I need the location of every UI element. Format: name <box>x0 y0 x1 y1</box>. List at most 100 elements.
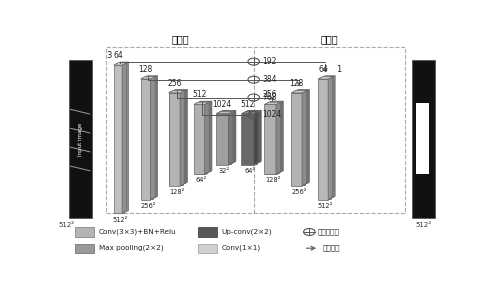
Polygon shape <box>153 76 157 199</box>
Polygon shape <box>255 111 260 164</box>
Polygon shape <box>256 110 260 164</box>
Polygon shape <box>197 101 212 104</box>
Polygon shape <box>171 89 188 92</box>
Polygon shape <box>292 90 307 92</box>
Polygon shape <box>266 104 278 173</box>
Bar <box>416 103 422 174</box>
Polygon shape <box>217 113 229 164</box>
Text: Input image: Input image <box>78 123 83 156</box>
Polygon shape <box>194 104 204 174</box>
Polygon shape <box>267 101 283 104</box>
Polygon shape <box>195 104 205 174</box>
Polygon shape <box>168 91 185 93</box>
Polygon shape <box>328 77 333 200</box>
Polygon shape <box>291 91 306 93</box>
Polygon shape <box>195 102 210 104</box>
Polygon shape <box>243 111 260 113</box>
Bar <box>198 227 217 237</box>
Polygon shape <box>169 90 186 92</box>
Polygon shape <box>196 104 206 173</box>
Text: 跨层级融合: 跨层级融合 <box>318 229 340 235</box>
Polygon shape <box>291 93 302 186</box>
Text: Output image: Output image <box>421 120 426 158</box>
Polygon shape <box>264 102 281 104</box>
Text: 512²: 512² <box>318 203 333 209</box>
Polygon shape <box>293 92 304 185</box>
Polygon shape <box>180 91 185 186</box>
Polygon shape <box>267 104 279 173</box>
Bar <box>423 103 429 174</box>
Text: 1: 1 <box>337 65 342 74</box>
Polygon shape <box>218 110 235 113</box>
Polygon shape <box>243 113 255 164</box>
Text: 128²: 128² <box>265 178 280 184</box>
Text: Max pooling(2×2): Max pooling(2×2) <box>99 245 164 251</box>
Polygon shape <box>292 92 303 185</box>
Polygon shape <box>277 102 282 174</box>
Polygon shape <box>197 104 207 173</box>
Polygon shape <box>115 62 129 64</box>
Polygon shape <box>182 90 187 185</box>
Text: 3: 3 <box>106 51 112 61</box>
Polygon shape <box>218 111 235 113</box>
Polygon shape <box>229 111 234 164</box>
Polygon shape <box>329 76 334 199</box>
Text: Conv(3×3)+BN+Relu: Conv(3×3)+BN+Relu <box>99 229 177 235</box>
Polygon shape <box>219 113 231 164</box>
Bar <box>69 61 92 218</box>
Text: 跳跃连接: 跳跃连接 <box>323 245 340 252</box>
Polygon shape <box>170 92 182 185</box>
Text: 512²: 512² <box>415 222 431 228</box>
Polygon shape <box>205 102 210 174</box>
Text: 128: 128 <box>139 65 152 74</box>
Polygon shape <box>141 79 150 200</box>
Polygon shape <box>143 76 157 78</box>
Polygon shape <box>207 101 212 173</box>
Polygon shape <box>142 76 156 79</box>
Polygon shape <box>219 110 236 113</box>
Polygon shape <box>318 77 333 79</box>
Bar <box>75 227 95 237</box>
Text: 64²: 64² <box>244 168 255 174</box>
Polygon shape <box>303 90 307 185</box>
Polygon shape <box>152 76 156 199</box>
Polygon shape <box>265 104 277 174</box>
Polygon shape <box>196 101 211 104</box>
Polygon shape <box>293 90 308 92</box>
Polygon shape <box>321 78 331 199</box>
Polygon shape <box>242 111 258 114</box>
Polygon shape <box>217 111 234 113</box>
Text: 512: 512 <box>192 90 206 99</box>
Text: 64: 64 <box>113 51 123 60</box>
Text: 1024: 1024 <box>213 100 232 109</box>
Polygon shape <box>242 114 253 165</box>
Polygon shape <box>245 110 261 113</box>
Polygon shape <box>170 90 187 92</box>
Text: 512: 512 <box>241 100 255 109</box>
Text: 解码器: 解码器 <box>321 34 338 44</box>
Polygon shape <box>254 111 259 164</box>
Bar <box>198 244 217 253</box>
Text: 384: 384 <box>262 75 277 84</box>
Polygon shape <box>183 89 188 185</box>
Polygon shape <box>266 101 282 104</box>
Text: 1024: 1024 <box>262 110 282 119</box>
Polygon shape <box>294 89 309 92</box>
Text: 32²: 32² <box>219 168 230 174</box>
Polygon shape <box>168 93 180 186</box>
Polygon shape <box>244 113 256 164</box>
Polygon shape <box>253 111 258 165</box>
Polygon shape <box>124 62 129 213</box>
Polygon shape <box>319 79 329 199</box>
Text: 64: 64 <box>318 65 328 74</box>
Text: 128²: 128² <box>169 189 184 195</box>
Polygon shape <box>279 101 283 173</box>
Polygon shape <box>171 92 183 185</box>
Polygon shape <box>264 104 276 174</box>
Polygon shape <box>242 113 254 164</box>
Polygon shape <box>216 114 228 165</box>
Text: Up-conv(2×2): Up-conv(2×2) <box>222 229 272 235</box>
Polygon shape <box>114 65 122 213</box>
Polygon shape <box>206 101 211 173</box>
Polygon shape <box>276 102 281 174</box>
